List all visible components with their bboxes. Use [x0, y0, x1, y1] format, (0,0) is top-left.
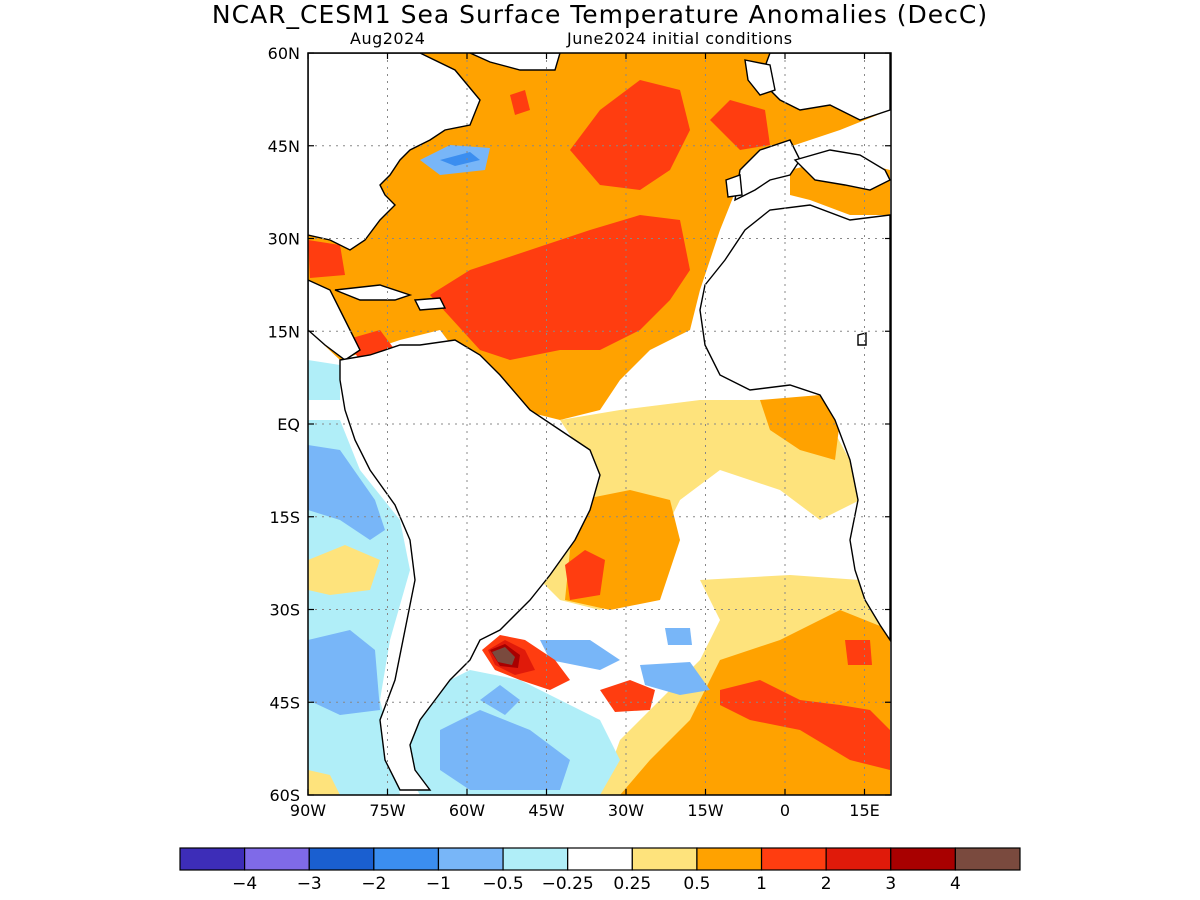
lat-tick-label: 30N [268, 230, 300, 249]
lat-tick-label: 45S [269, 693, 300, 712]
colorbar-label: 4 [950, 874, 961, 894]
lon-tick-label: 30W [608, 801, 644, 820]
colorbar-label: −2 [361, 874, 386, 894]
north-atlantic-hot-patch [570, 80, 690, 190]
latitude-axis: 60N 45N 30N 15N EQ 15S 30S 45S 60S [268, 44, 891, 805]
lon-tick-label: 15E [849, 801, 879, 820]
colorbar-label: 0.5 [683, 874, 710, 894]
labrador-sea-hot-patch [710, 100, 770, 150]
gulf-of-mexico-warm [308, 240, 345, 278]
colorbar-swatch [373, 847, 440, 871]
colorbar-swatch [244, 847, 310, 871]
lon-tick-label: 90W [290, 801, 326, 820]
southern-ocean-hot-patch [720, 680, 890, 770]
colorbar-label: −1 [426, 874, 451, 894]
lon-tick-label: 15W [687, 801, 723, 820]
colorbar-label: 2 [821, 874, 832, 894]
colorbar-swatch [825, 847, 892, 871]
africa-land [699, 204, 891, 643]
lat-tick-label: 15S [269, 508, 300, 527]
colorbar: −4 −3 −2 −1 −0.5 −0.25 0.25 0.5 1 2 3 4 [179, 847, 1021, 894]
colorbar-swatch [760, 847, 827, 871]
lat-tick-label: 15N [268, 322, 300, 341]
colorbar-swatch [567, 847, 633, 871]
subtropical-atlantic-hot-region [430, 215, 690, 360]
longitude-axis: 90W 75W 60W 45W 30W 15W 0 15E [290, 53, 880, 820]
colorbar-swatch [179, 847, 246, 871]
initial-conditions: June2024 initial conditions [567, 29, 793, 48]
colorbar-swatch [631, 847, 698, 871]
colorbar-label: 0.25 [613, 874, 651, 894]
colorbar-swatch [502, 847, 569, 871]
colorbar-label: 1 [756, 874, 767, 894]
south-atlantic-hot-patch [565, 550, 605, 600]
lon-tick-label: 60W [449, 801, 485, 820]
north-america-land [308, 53, 481, 251]
coastlines [308, 53, 891, 791]
colorbar-label: −3 [297, 874, 322, 894]
colorbar-label: −0.25 [542, 874, 594, 894]
colorbar-label: 3 [885, 874, 896, 894]
lon-tick-label: 75W [369, 801, 405, 820]
lat-tick-label: 30S [269, 601, 300, 620]
lon-tick-label: 45W [528, 801, 564, 820]
graticule [308, 53, 891, 795]
valid-month: Aug2024 [350, 29, 426, 48]
lat-tick-label: EQ [277, 415, 300, 434]
lon-tick-label: 0 [780, 801, 790, 820]
colorbar-swatch [308, 847, 375, 871]
colorbar-label: −4 [232, 874, 257, 894]
south-america-land [339, 339, 601, 791]
lat-tick-label: 45N [268, 137, 300, 156]
colorbar-swatch [890, 847, 956, 871]
lat-tick-label: 60S [269, 786, 300, 805]
anomaly-field [308, 53, 891, 795]
colorbar-swatch [437, 847, 504, 871]
colorbar-swatch [954, 847, 1021, 871]
colorbar-label: −0.5 [482, 874, 523, 894]
lat-tick-label: 60N [268, 44, 300, 63]
map-title: NCAR_CESM1 Sea Surface Temperature Anoma… [211, 0, 989, 29]
colorbar-swatch [696, 847, 763, 871]
